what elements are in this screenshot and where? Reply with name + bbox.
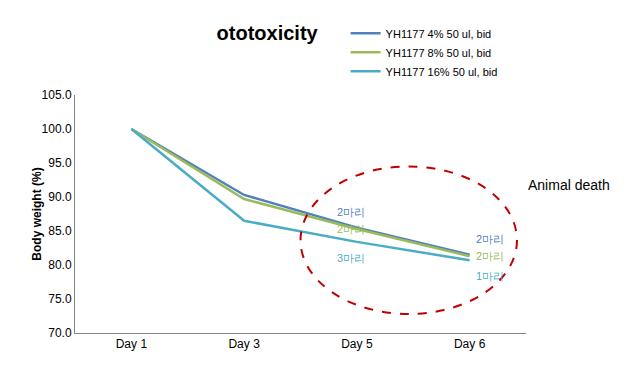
- svg-text:Day 3: Day 3: [228, 337, 260, 351]
- svg-text:70.0: 70.0: [48, 326, 72, 340]
- svg-text:95.0: 95.0: [48, 156, 72, 170]
- svg-text:1마리: 1마리: [476, 270, 504, 282]
- svg-text:2마리: 2마리: [476, 250, 504, 262]
- svg-text:100.0: 100.0: [42, 122, 72, 136]
- svg-text:Body weight (%): Body weight (%): [30, 167, 44, 260]
- svg-text:YH1177 8% 50 ul, bid: YH1177 8% 50 ul, bid: [386, 47, 492, 59]
- svg-text:2마리: 2마리: [337, 206, 365, 218]
- svg-text:Day 1: Day 1: [116, 337, 148, 351]
- svg-text:3마리: 3마리: [337, 252, 365, 264]
- svg-text:85.0: 85.0: [48, 224, 72, 238]
- svg-text:2마리: 2마리: [337, 223, 365, 235]
- svg-text:Animal death: Animal death: [528, 177, 610, 193]
- svg-text:YH1177 4% 50 ul, bid: YH1177 4% 50 ul, bid: [386, 28, 492, 40]
- svg-text:YH1177 16% 50 ul, bid: YH1177 16% 50 ul, bid: [386, 66, 498, 78]
- svg-text:80.0: 80.0: [48, 258, 72, 272]
- svg-text:105.0: 105.0: [42, 88, 72, 102]
- svg-text:2마리: 2마리: [476, 233, 504, 245]
- svg-text:90.0: 90.0: [48, 190, 72, 204]
- svg-text:Day 5: Day 5: [341, 337, 373, 351]
- svg-text:Day 6: Day 6: [454, 337, 486, 351]
- svg-text:75.0: 75.0: [48, 292, 72, 306]
- svg-text:ototoxicity: ototoxicity: [217, 22, 319, 44]
